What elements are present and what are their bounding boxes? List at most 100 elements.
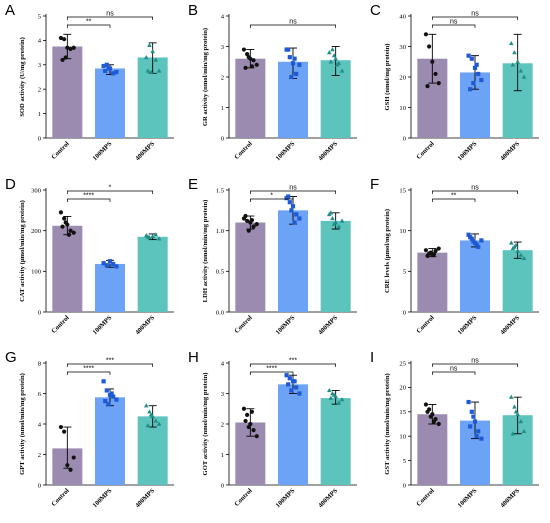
panel-g: G 0 2 4 6 8 GPT activity (nmol/min/mg protein)… xyxy=(2,349,185,523)
panel-b: B 0 1 2 3 4 GR activity (nmol/min/mg protein) C… xyxy=(185,2,368,176)
data-point xyxy=(104,388,109,393)
bar xyxy=(137,236,168,312)
data-point xyxy=(109,391,114,396)
data-point xyxy=(62,429,67,434)
data-point xyxy=(62,37,67,42)
chart-h: H 0 1 2 3 4 GOT activity (nmol/min/mg protein)… xyxy=(188,349,357,509)
bar xyxy=(278,210,308,312)
y-axis-label: GR activity (nmol/min/mg protein) xyxy=(202,28,209,126)
y-tick-label: 2 xyxy=(38,87,41,94)
bar xyxy=(95,264,125,312)
significance-bracket xyxy=(66,371,111,375)
significance-label: **** xyxy=(83,192,94,199)
data-point xyxy=(243,213,248,219)
data-point xyxy=(150,48,155,54)
data-point xyxy=(58,424,64,430)
data-point xyxy=(331,53,337,58)
data-point xyxy=(289,208,294,213)
y-tick-label: 3 xyxy=(221,391,225,398)
data-point xyxy=(469,409,474,414)
data-point xyxy=(287,200,292,205)
panel-letter: D xyxy=(5,176,16,193)
data-point xyxy=(339,218,345,223)
data-point xyxy=(515,411,520,416)
data-point xyxy=(287,55,292,60)
data-point xyxy=(476,71,481,77)
bar xyxy=(52,225,83,312)
significance-bracket xyxy=(431,363,519,367)
x-tick-label: 400MPS xyxy=(499,314,521,336)
data-point xyxy=(428,414,433,419)
data-point xyxy=(425,409,430,414)
y-tick-label: 0 xyxy=(403,309,407,316)
data-point xyxy=(71,230,76,235)
data-point xyxy=(286,194,291,199)
data-point xyxy=(436,246,441,251)
y-tick-label: 0 xyxy=(38,482,42,489)
data-point xyxy=(71,455,76,460)
significance-label: **** xyxy=(83,365,94,372)
data-point xyxy=(286,47,291,52)
y-tick-label: 30 xyxy=(399,44,406,51)
x-tick-label: 100MPS xyxy=(457,140,479,162)
panel-a: A 0 1 2 3 4 5 SOD activity (U/mg protein) Contro… xyxy=(2,2,185,176)
y-axis-label: CRE levels (μmol/mg protein) xyxy=(384,209,391,293)
data-point xyxy=(512,50,517,55)
data-point xyxy=(101,379,106,384)
panel-letter: I xyxy=(370,349,374,366)
data-point xyxy=(156,68,162,73)
data-point xyxy=(423,402,429,407)
y-tick-label: 6 xyxy=(38,391,42,398)
chart-g: G 0 2 4 6 8 GPT activity (nmol/min/mg protein)… xyxy=(5,349,174,509)
panel-letter: F xyxy=(370,176,379,193)
data-point xyxy=(339,68,345,73)
y-tick-label: 1 xyxy=(221,452,224,459)
y-axis-label: GSH (nmol/mg protein) xyxy=(384,44,391,111)
panel-letter: E xyxy=(188,176,198,193)
y-tick-label: 3 xyxy=(221,44,225,51)
y-tick-label: 0 xyxy=(221,135,225,142)
significance-bracket xyxy=(66,24,111,28)
x-tick-label: 100MPS xyxy=(92,140,114,162)
significance-label: **** xyxy=(266,365,277,372)
bar xyxy=(417,414,448,485)
x-tick-label: 400MPS xyxy=(317,487,339,509)
significance-bracket xyxy=(249,363,337,367)
panel-letter: H xyxy=(188,349,199,366)
data-point xyxy=(65,45,70,50)
data-point xyxy=(148,69,154,74)
data-point xyxy=(294,385,299,390)
data-point xyxy=(143,403,149,408)
significance-label: ns xyxy=(471,10,479,17)
data-point xyxy=(518,252,524,257)
y-tick-label: 4 xyxy=(38,421,42,428)
x-tick-label: 400MPS xyxy=(317,314,339,336)
y-tick-label: 15 xyxy=(399,409,406,416)
significance-label: ns xyxy=(106,10,114,17)
bar xyxy=(460,240,490,312)
data-point xyxy=(249,217,255,223)
data-point xyxy=(479,436,484,441)
y-tick-label: 1.5 xyxy=(216,187,225,194)
data-point xyxy=(111,71,116,76)
data-point xyxy=(423,32,429,37)
data-point xyxy=(521,428,527,434)
panel-c: C 0 10 20 30 40 GSH (nmol/mg protein) Control 10… xyxy=(367,2,550,176)
panel-letter: G xyxy=(5,349,17,366)
data-point xyxy=(479,238,484,243)
data-point xyxy=(290,61,296,66)
data-point xyxy=(153,418,159,423)
data-point xyxy=(62,216,67,221)
panel-i: I 0 5 10 15 20 25 GST activity (nmol/min/mg pro… xyxy=(367,349,550,523)
y-tick-label: 3 xyxy=(38,62,42,69)
panel-letter: A xyxy=(5,2,15,19)
x-tick-label: 400MPS xyxy=(499,140,521,162)
y-tick-label: 4 xyxy=(221,13,225,20)
significance-bracket xyxy=(249,198,294,202)
y-tick-label: 5 xyxy=(38,13,42,20)
y-tick-label: 1.0 xyxy=(216,228,225,235)
data-point xyxy=(330,47,335,52)
bar xyxy=(320,398,351,485)
data-point xyxy=(510,62,516,67)
y-tick-label: 4 xyxy=(38,38,42,45)
